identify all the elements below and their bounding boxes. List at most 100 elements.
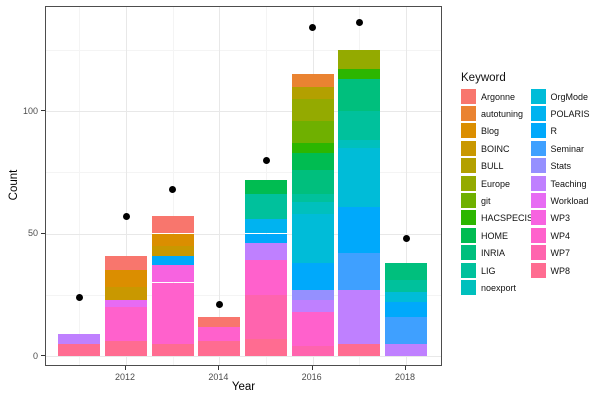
y-tick-mark <box>41 232 45 234</box>
legend-key-swatch <box>530 245 546 261</box>
bar-2016-segment-BULL <box>291 86 334 99</box>
bar-2016-segment-WP4 <box>291 311 334 347</box>
bar-2011-segment-WP8 <box>58 343 101 356</box>
bar-2016-segment-Stats <box>291 289 334 300</box>
legend-item-autotuning: autotuning <box>461 105 531 121</box>
legend-item-LIG: LIG <box>461 262 531 278</box>
bar-2016-segment-HACSPECIS <box>291 142 334 153</box>
x-tick-label: 2014 <box>208 372 229 382</box>
legend-item-HACSPECIS: HACSPECIS <box>461 210 534 226</box>
plot-panel <box>45 6 442 366</box>
legend-key-swatch <box>461 175 476 191</box>
legend-key-swatch <box>461 210 476 226</box>
legend-key-swatch <box>530 262 546 278</box>
bar-2012-segment-Argonne <box>105 255 147 271</box>
legend-key-swatch <box>530 123 546 139</box>
bar-2017-segment-noexport <box>338 140 381 148</box>
legend-key-swatch <box>461 279 476 295</box>
legend-key-swatch <box>530 227 546 243</box>
bar-2014-segment-WP4 <box>198 326 241 342</box>
bar-2017-segment-R <box>338 206 381 254</box>
bar-2011-segment-Teaching <box>58 333 101 344</box>
bar-2018-segment-Seminar <box>385 316 427 344</box>
legend-item-WP4: WP4 <box>530 227 600 243</box>
x-tick-label: 2018 <box>394 372 416 382</box>
bar-2013-segment-WP3 <box>151 265 194 283</box>
bar-2012-segment-Blog <box>105 270 147 288</box>
legend-key-label: HOME <box>481 230 508 241</box>
legend-key-label: WP3 <box>550 213 571 224</box>
x-tick-mark <box>218 366 220 370</box>
legend-item-Blog: Blog <box>461 123 531 139</box>
bar-2015-segment-POLARIS <box>245 218 287 234</box>
y-tick-label: 50 <box>27 228 38 238</box>
bar-2013-segment-WP8 <box>151 343 194 356</box>
legend-key-label: R <box>550 126 558 137</box>
legend-key-swatch <box>461 245 476 261</box>
legend-key-label: LIG <box>481 265 496 276</box>
legend-item-Workload: Workload <box>530 192 600 208</box>
legend-item-WP7: WP7 <box>530 245 600 261</box>
legend-item-Stats: Stats <box>530 158 600 174</box>
legend-key-label: WP4 <box>550 230 571 241</box>
bar-2015-segment-HOME <box>245 179 287 195</box>
legend-item-INRIA: INRIA <box>461 245 531 261</box>
bar-2017-segment-Teaching <box>338 289 381 344</box>
bar-2013-segment-R <box>151 255 194 266</box>
x-gridline-major <box>219 7 221 365</box>
bar-2013-segment-Argonne <box>151 216 194 234</box>
legend-key-label: Workload <box>550 195 589 206</box>
bar-2018-segment-Teaching <box>385 343 427 356</box>
bar-2013-segment-Blog <box>151 233 194 246</box>
bar-2012-segment-Workload <box>105 299 147 307</box>
legend-key-swatch <box>530 105 546 121</box>
bar-2013-segment-WP4 <box>151 282 194 344</box>
legend-key-label: INRIA <box>481 248 506 259</box>
bar-2016-segment-WP7 <box>291 346 334 356</box>
x-tick-label: 2012 <box>114 372 136 382</box>
bar-2017-segment-Europe <box>338 49 381 70</box>
legend-key-label: autotuning <box>481 108 524 119</box>
x-gridline-major <box>406 7 407 365</box>
total-point <box>215 301 223 309</box>
legend-item-R: R <box>530 123 600 139</box>
legend-key-label: OrgMode <box>550 91 589 102</box>
legend-key-label: BULL <box>481 161 504 172</box>
bar-2015-segment-WP7 <box>245 294 287 339</box>
y-gridline-minor <box>46 294 441 296</box>
bar-2018-segment-R <box>385 302 427 317</box>
bar-2013-segment-BOINC <box>151 245 194 256</box>
x-gridline-minor <box>79 7 81 365</box>
legend-item-git: git <box>461 192 531 208</box>
legend-key-label: Blog <box>481 126 500 137</box>
legend-item-Seminar: Seminar <box>530 140 600 156</box>
legend-item-BULL: BULL <box>461 158 531 174</box>
total-point <box>75 293 83 301</box>
legend-key-label: Seminar <box>550 143 585 154</box>
legend-key-label: WP7 <box>550 248 571 259</box>
bar-2015-segment-WP4 <box>245 260 287 295</box>
bar-2018-segment-INRIA <box>385 262 427 281</box>
y-tick-mark <box>41 110 45 111</box>
legend-key-label: WP8 <box>550 265 571 276</box>
bar-2016-segment-OrgMode <box>291 213 334 263</box>
bar-2017-segment-WP8 <box>338 343 381 356</box>
legend-key-swatch <box>461 158 476 174</box>
legend-item-OrgMode: OrgMode <box>530 88 600 104</box>
legend-item-Teaching: Teaching <box>530 175 600 191</box>
bar-2017-segment-INRIA <box>338 79 381 111</box>
legend-key-label: POLARIS <box>550 108 590 119</box>
legend-key-swatch <box>530 140 546 156</box>
legend-key-label: HACSPECIS <box>481 213 534 224</box>
y-gridline-major <box>46 111 441 112</box>
bar-2018-segment-LIG <box>385 280 427 293</box>
bar-2012-segment-WP8 <box>105 341 147 356</box>
legend-key-swatch <box>461 227 476 243</box>
legend-key-label: noexport <box>481 282 517 293</box>
y-tick-label: 0 <box>32 350 38 361</box>
y-gridline-minor <box>46 49 441 51</box>
bar-2016-segment-autotuning <box>291 74 334 87</box>
legend-item-WP8: WP8 <box>530 262 600 278</box>
bar-2016-segment-R <box>291 262 334 290</box>
bar-2014-segment-Argonne <box>198 316 241 327</box>
